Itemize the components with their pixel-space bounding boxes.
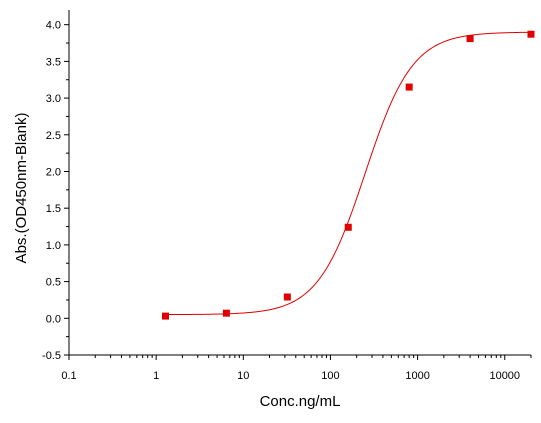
plot-area — [68, 10, 531, 356]
data-point — [527, 30, 535, 38]
y-tick-label: 4.0 — [46, 20, 61, 32]
x-tick-label: 1 — [153, 370, 159, 382]
data-point — [283, 293, 291, 301]
data-point — [222, 309, 230, 317]
y-tick-label: 0.0 — [46, 313, 61, 325]
y-tick-label: -0.5 — [42, 350, 61, 362]
x-tick-label: 10000 — [489, 370, 520, 382]
x-tick-label: 0.1 — [61, 370, 76, 382]
x-axis-title: Conc.ng/mL — [260, 393, 341, 410]
y-tick-label: 1.0 — [46, 240, 61, 252]
x-tick-label: 1000 — [405, 370, 429, 382]
x-tick-label: 100 — [321, 370, 339, 382]
fit-curve — [165, 31, 532, 316]
y-axis-ticks: -0.5 0.0 0.5 1.0 1.5 2.0 2.5 3.0 3.5 4.0 — [42, 20, 69, 362]
y-tick-label: 3.5 — [46, 56, 61, 68]
y-tick-label: 0.5 — [46, 277, 61, 289]
data-point — [161, 312, 169, 320]
y-tick-label: 1.5 — [46, 203, 61, 215]
y-tick-label: 2.5 — [46, 130, 61, 142]
data-point — [466, 35, 474, 43]
x-axis-ticks: 0.1 1 10 100 1000 10000 — [61, 355, 532, 382]
y-axis-title: Abs.(OD450nm-Blank) — [13, 113, 30, 264]
data-point — [344, 223, 352, 231]
y-tick-label: 2.0 — [46, 166, 61, 178]
data-points-layer — [161, 30, 535, 320]
fit-curve-layer — [165, 31, 532, 316]
x-tick-label: 10 — [237, 370, 249, 382]
data-point — [405, 83, 413, 91]
y-tick-label: 3.0 — [46, 93, 61, 105]
